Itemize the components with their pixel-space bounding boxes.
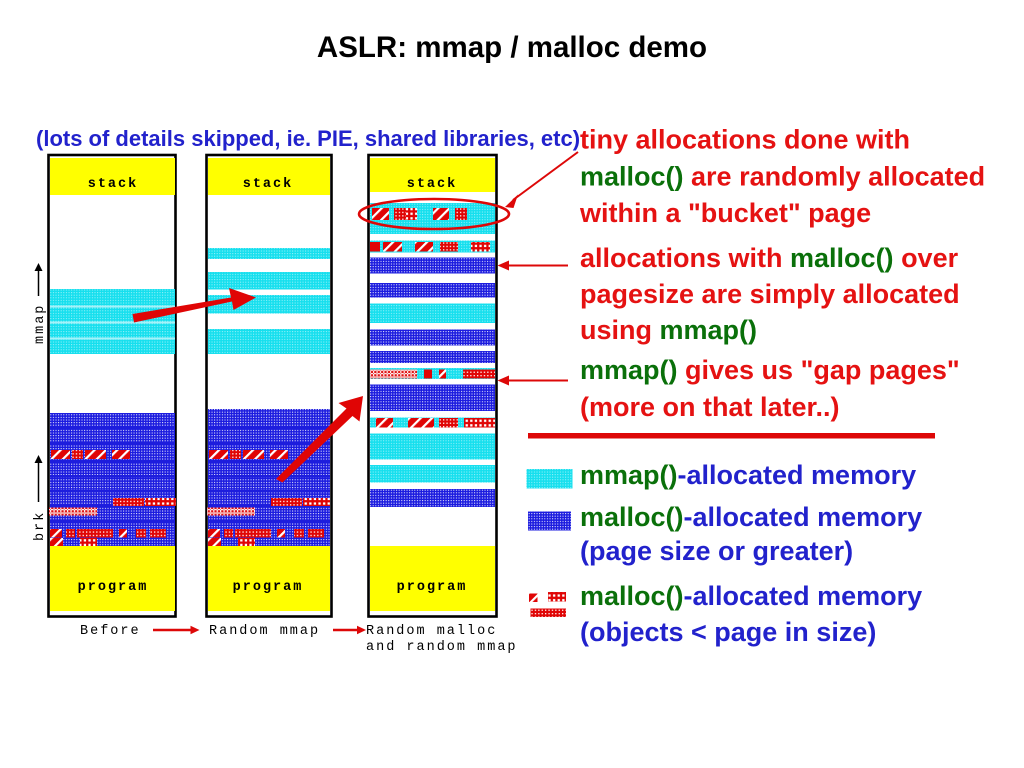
svg-text:stack: stack (243, 177, 294, 192)
svg-text:(lots of details skipped, ie.: (lots of details skipped, ie. PIE, share… (36, 126, 580, 151)
svg-text:mmap() gives us "gap pages": mmap() gives us "gap pages" (580, 355, 960, 385)
svg-text:program: program (78, 580, 149, 595)
svg-text:stack: stack (88, 177, 139, 192)
svg-text:mmap: mmap (33, 304, 48, 344)
svg-text:malloc()-allocated memory: malloc()-allocated memory (580, 502, 922, 532)
svg-text:(page size or greater): (page size or greater) (580, 536, 853, 566)
svg-text:tiny allocations done with: tiny allocations done with (580, 125, 910, 155)
svg-text:program: program (233, 580, 304, 595)
svg-text:stack: stack (407, 177, 458, 192)
svg-text:and random mmap: and random mmap (366, 640, 518, 655)
svg-text:allocations with malloc() over: allocations with malloc() over (580, 243, 959, 273)
svg-text:Random malloc: Random malloc (366, 624, 497, 639)
svg-text:program: program (397, 580, 468, 595)
svg-text:Random mmap: Random mmap (209, 624, 320, 639)
svg-text:ASLR: mmap / malloc demo: ASLR: mmap / malloc demo (317, 31, 707, 64)
svg-text:malloc() are randomly allocate: malloc() are randomly allocated (580, 162, 985, 192)
svg-text:mmap()-allocated memory: mmap()-allocated memory (580, 460, 916, 490)
svg-text:(objects < page in size): (objects < page in size) (580, 617, 876, 647)
svg-text:Before: Before (80, 624, 141, 639)
svg-text:brk: brk (33, 511, 48, 541)
svg-text:(more on that later..): (more on that later..) (580, 392, 840, 422)
svg-text:using mmap(): using mmap() (580, 315, 757, 345)
svg-text:malloc()-allocated memory: malloc()-allocated memory (580, 581, 922, 611)
svg-text:pagesize are simply allocated: pagesize are simply allocated (580, 279, 960, 309)
svg-text:within a "bucket" page: within a "bucket" page (579, 198, 871, 228)
